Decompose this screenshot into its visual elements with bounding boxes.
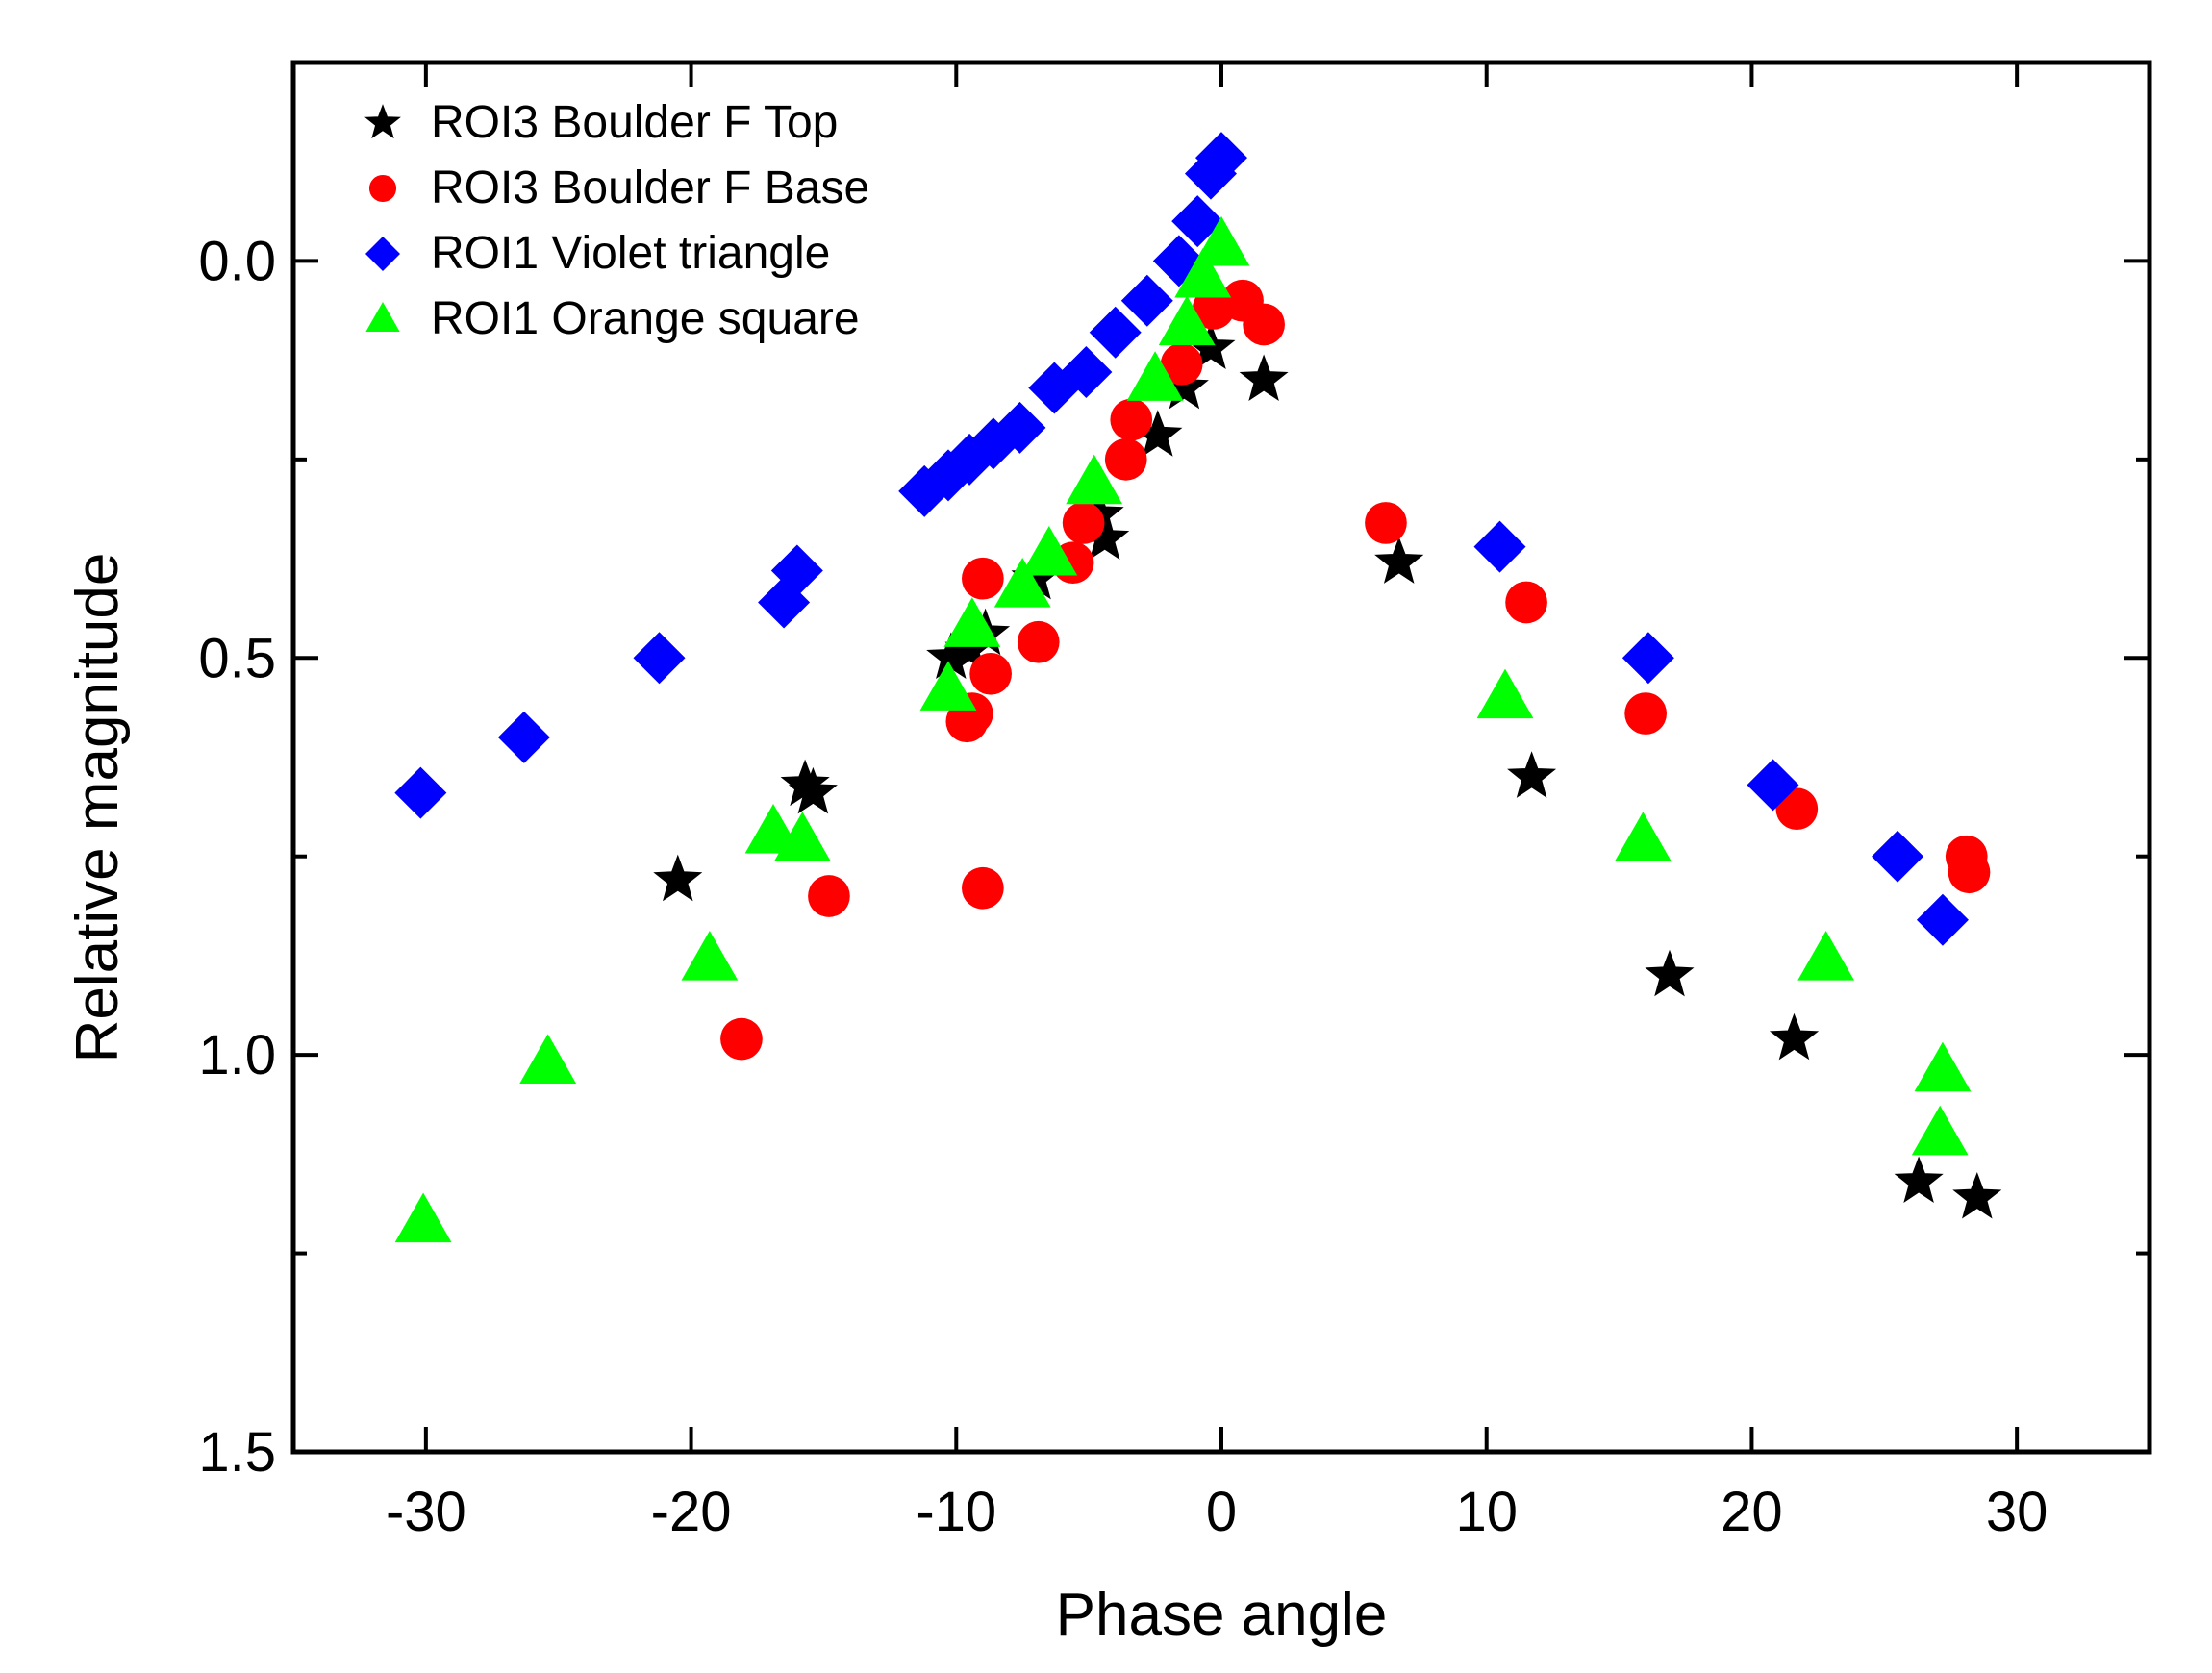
data-point-circle xyxy=(1104,438,1147,481)
data-point-triangle xyxy=(1066,454,1123,505)
data-point-triangle xyxy=(1174,247,1232,298)
y-tick-label: 0.0 xyxy=(198,230,276,292)
data-point-triangle xyxy=(1126,351,1184,401)
data-point-circle xyxy=(962,557,1004,600)
data-point-circle xyxy=(969,652,1012,695)
x-tick-label: -10 xyxy=(916,1481,996,1543)
legend-label-series-4: ROI1 Orange square xyxy=(431,293,860,344)
data-point-circle xyxy=(1948,851,1991,894)
series-2-points xyxy=(720,279,1991,1061)
data-point-triangle xyxy=(681,931,739,981)
data-point-circle xyxy=(1775,787,1819,831)
legend-markers xyxy=(364,104,401,332)
data-point-triangle xyxy=(919,661,977,711)
data-point-triangle xyxy=(1476,668,1534,719)
x-axis-title: Phase angle xyxy=(1056,1582,1388,1648)
series-1-points xyxy=(653,322,2002,1219)
data-point-triangle xyxy=(773,812,831,861)
data-point-star xyxy=(1374,537,1424,584)
data-point-diamond xyxy=(394,766,447,819)
data-point-triangle xyxy=(993,557,1051,608)
data-point-circle xyxy=(1505,581,1547,624)
data-point-diamond xyxy=(633,632,686,685)
data-point-diamond xyxy=(1747,759,1799,812)
data-point-diamond xyxy=(1621,632,1674,685)
data-point-diamond xyxy=(993,401,1046,454)
data-point-star xyxy=(788,766,838,814)
x-tick-label: 0 xyxy=(1206,1481,1237,1543)
data-points xyxy=(394,132,2002,1243)
data-point-circle xyxy=(1624,692,1667,735)
data-point-triangle xyxy=(1020,525,1078,576)
series-4-points xyxy=(394,215,1972,1243)
data-point-diamond xyxy=(1473,520,1526,573)
data-point-star xyxy=(1239,354,1289,402)
x-tick-label: -30 xyxy=(386,1481,466,1543)
legend-marker-triangle xyxy=(365,302,400,332)
data-point-circle xyxy=(1243,303,1285,346)
data-point-star xyxy=(1769,1012,1820,1061)
data-point-diamond xyxy=(1872,830,1924,883)
legend-label-series-2: ROI3 Boulder F Base xyxy=(431,162,869,213)
legend-marker-star xyxy=(364,104,401,139)
data-point-diamond xyxy=(1089,306,1142,359)
data-point-diamond xyxy=(1120,274,1173,327)
data-point-circle xyxy=(808,875,850,917)
data-point-circle xyxy=(1365,502,1407,544)
data-point-circle xyxy=(1160,342,1203,386)
data-point-triangle xyxy=(519,1034,577,1084)
data-point-diamond xyxy=(1171,195,1224,248)
x-tick-label: -20 xyxy=(651,1481,732,1543)
data-point-diamond xyxy=(1195,132,1247,185)
legend-label-series-3: ROI1 Violet triangle xyxy=(431,228,830,279)
data-point-diamond xyxy=(497,711,550,763)
data-point-triangle xyxy=(1914,1041,1972,1092)
data-point-circle xyxy=(962,866,1004,910)
y-tick-label: 1.5 xyxy=(198,1421,276,1484)
legend-marker-circle xyxy=(368,174,397,203)
data-point-star xyxy=(1645,949,1695,997)
y-axis-title: Relative magnitude xyxy=(64,553,131,1063)
data-point-circle xyxy=(1110,398,1153,441)
legend: ROI3 Boulder F Top ROI3 Boulder F Base R… xyxy=(364,97,869,344)
data-point-triangle xyxy=(943,597,1001,647)
axes-ticks: -30 -20 -10 0 10 20 30 0.0 0.5 1.0 1.5 xyxy=(198,62,2149,1543)
data-point-diamond xyxy=(1060,346,1113,399)
data-point-triangle xyxy=(394,1192,452,1243)
data-point-circle xyxy=(1062,502,1105,544)
data-point-diamond xyxy=(1916,893,1969,946)
data-point-circle xyxy=(720,1017,763,1061)
data-point-triangle xyxy=(1797,931,1855,981)
data-point-star xyxy=(1894,1156,1944,1204)
data-point-triangle xyxy=(1158,295,1216,346)
legend-marker-diamond xyxy=(365,237,400,271)
data-point-diamond xyxy=(770,544,823,597)
series-3-points xyxy=(394,132,1969,946)
data-point-triangle xyxy=(1911,1105,1969,1156)
x-tick-label: 30 xyxy=(1986,1481,2049,1543)
legend-label-series-1: ROI3 Boulder F Top xyxy=(431,97,838,148)
data-point-star xyxy=(1952,1171,2002,1219)
data-point-triangle xyxy=(1614,812,1672,861)
data-point-star xyxy=(653,854,703,902)
x-tick-label: 20 xyxy=(1721,1481,1783,1543)
y-tick-label: 1.0 xyxy=(198,1024,276,1086)
y-tick-label: 0.5 xyxy=(198,627,276,689)
x-tick-label: 10 xyxy=(1455,1481,1518,1543)
data-point-triangle xyxy=(1193,215,1250,266)
data-point-circle xyxy=(1017,620,1060,663)
data-point-star xyxy=(1507,751,1557,798)
